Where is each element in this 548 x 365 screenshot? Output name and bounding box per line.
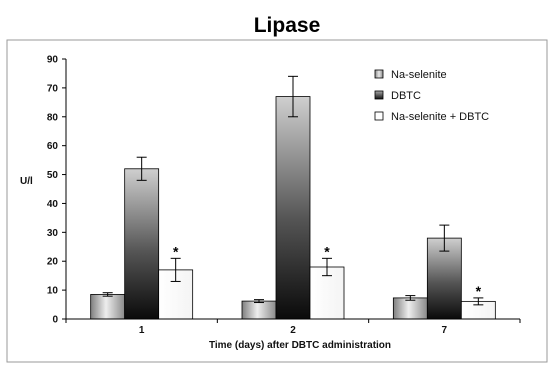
x-axis-label: Time (days) after DBTC administration (209, 340, 391, 351)
legend-label-na-selenite: Na-selenite (391, 69, 447, 81)
y-tick-label: 10 (47, 286, 59, 297)
legend-swatch-dbtc (374, 90, 384, 100)
significance-star: * (173, 243, 179, 259)
y-tick-label: 80 (47, 112, 59, 123)
y-tick-label: 70 (47, 83, 59, 94)
bar-dbtc (275, 96, 311, 320)
y-tick-label: 60 (47, 141, 59, 152)
bar-na-selenite (241, 300, 277, 320)
x-tick-label: 2 (290, 325, 296, 336)
chart-title: Lipase (254, 14, 321, 37)
y-tick-label: 40 (47, 199, 59, 210)
y-tick-label: 20 (47, 257, 59, 268)
legend-swatch-na-selenite-dbtc (374, 111, 384, 121)
legend-label-na-selenite-dbtc: Na-selenite + DBTC (391, 111, 489, 123)
y-tick-label: 90 (47, 55, 59, 66)
significance-star: * (476, 283, 482, 299)
bar-na-selenite (392, 297, 428, 320)
bar-dbtc (124, 168, 160, 320)
chart-frame (6, 39, 548, 363)
y-axis-label: U/l (20, 176, 33, 187)
x-tick-label: 7 (442, 325, 448, 336)
y-tick-label: 0 (52, 315, 58, 326)
legend-swatch-na-selenite (374, 69, 384, 79)
bar-na-selenite (90, 294, 126, 320)
legend: Na-selenite DBTC Na-selenite + DBTC (374, 69, 489, 123)
legend-label-dbtc: DBTC (391, 90, 421, 102)
y-tick-label: 30 (47, 228, 59, 239)
y-axis-ticks: 0 10 20 30 40 50 60 80 70 90 (47, 55, 66, 326)
significance-star: * (324, 243, 330, 259)
y-tick-label: 50 (47, 170, 59, 181)
x-axis-ticks: 1 2 7 (65, 319, 521, 336)
x-tick-label: 1 (139, 325, 145, 336)
